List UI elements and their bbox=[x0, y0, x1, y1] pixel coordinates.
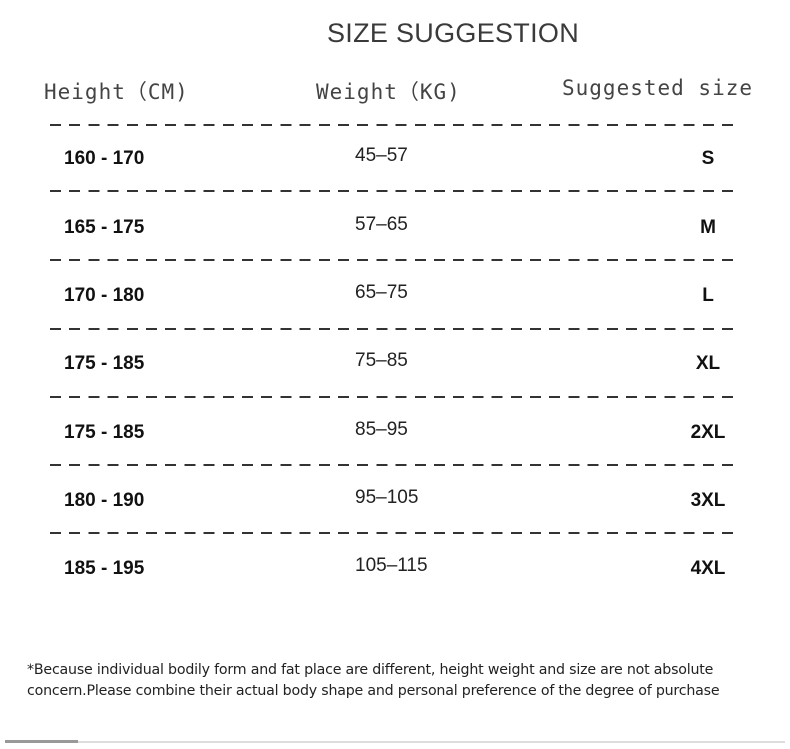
header-weight: Weight（KG) bbox=[316, 80, 461, 104]
height-cell: 160 - 170 bbox=[64, 148, 145, 169]
table-row: 175 - 185 75–85 XL bbox=[0, 350, 790, 383]
weight-cell: 105–115 bbox=[355, 555, 428, 576]
weight-cell: 85–95 bbox=[355, 419, 408, 440]
table-row: 185 - 195 105–115 4XL bbox=[0, 555, 790, 588]
weight-cell: 45–57 bbox=[355, 145, 408, 166]
size-cell: 4XL bbox=[690, 558, 726, 579]
table-row: 180 - 190 95–105 3XL bbox=[0, 487, 790, 520]
height-cell: 185 - 195 bbox=[64, 558, 145, 579]
dashed-divider bbox=[50, 532, 740, 534]
dashed-divider bbox=[50, 259, 740, 261]
dashed-divider bbox=[50, 124, 740, 126]
size-cell: 2XL bbox=[690, 422, 726, 443]
scrollbar-thumb[interactable] bbox=[5, 740, 78, 743]
header-height: Height（CM) bbox=[44, 80, 189, 104]
disclaimer-note: *Because individual bodily form and fat … bbox=[27, 662, 720, 699]
scrollbar-track[interactable] bbox=[5, 741, 785, 743]
height-cell: 180 - 190 bbox=[64, 490, 145, 511]
dashed-divider bbox=[50, 464, 740, 466]
weight-cell: 57–65 bbox=[355, 214, 408, 235]
table-row: 165 - 175 57–65 M bbox=[0, 214, 790, 247]
weight-cell: 65–75 bbox=[355, 282, 408, 303]
height-cell: 165 - 175 bbox=[64, 217, 145, 238]
table-row: 160 - 170 45–57 S bbox=[0, 145, 790, 178]
size-cell: XL bbox=[695, 353, 721, 374]
size-cell: 3XL bbox=[690, 490, 726, 511]
weight-cell: 75–85 bbox=[355, 350, 408, 371]
table-row: 170 - 180 65–75 L bbox=[0, 282, 790, 315]
size-cell: M bbox=[700, 217, 716, 238]
height-cell: 170 - 180 bbox=[64, 285, 145, 306]
weight-cell: 95–105 bbox=[355, 487, 419, 508]
header-size: Suggested size bbox=[562, 76, 754, 100]
size-cell: L bbox=[702, 285, 714, 306]
page-title: SIZE SUGGESTION bbox=[326, 18, 580, 48]
table-row: 175 - 185 85–95 2XL bbox=[0, 419, 790, 452]
height-cell: 175 - 185 bbox=[64, 422, 145, 443]
dashed-divider bbox=[50, 190, 740, 192]
height-cell: 175 - 185 bbox=[64, 353, 145, 374]
dashed-divider bbox=[50, 328, 740, 330]
dashed-divider bbox=[50, 396, 740, 398]
size-cell: S bbox=[701, 148, 715, 169]
